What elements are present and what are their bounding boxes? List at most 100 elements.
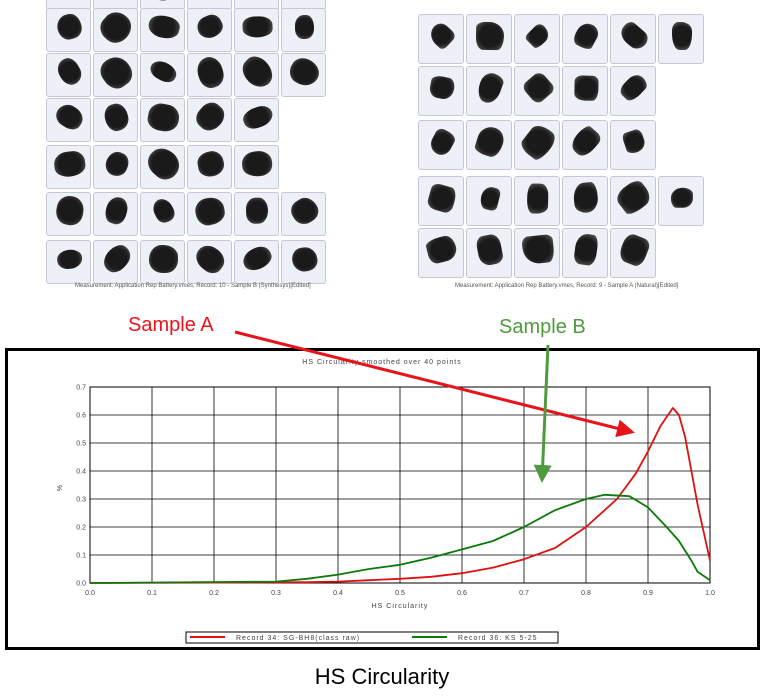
particle-thumbnail [514, 176, 560, 226]
particle-thumbnail [187, 8, 232, 52]
x-axis-label: HS Circularity [372, 603, 429, 610]
particle-thumbnail [514, 14, 560, 64]
series-line-record-34 [89, 407, 711, 584]
x-tick-label: 0.7 [519, 590, 529, 597]
particle-thumbnail [281, 192, 326, 236]
particle-thumbnail [562, 228, 608, 278]
x-tick-label: 0.5 [395, 590, 405, 597]
x-tick-label: 0.2 [209, 590, 219, 597]
particle-thumbnail [658, 14, 704, 64]
y-tick-label: 0.0 [76, 581, 86, 588]
y-tick-label: 0.1 [76, 553, 86, 560]
y-axis-label: % [57, 485, 64, 491]
particle-thumbnail [46, 192, 91, 236]
particle-thumbnail [610, 120, 656, 170]
particle-thumbnail [418, 120, 464, 170]
particle-thumbnail [140, 192, 185, 236]
chart-grid [89, 386, 711, 584]
x-tick-label: 0.9 [643, 590, 653, 597]
chart-frame [5, 348, 760, 650]
particle-thumbnail [46, 240, 91, 284]
particle-thumbnail [418, 14, 464, 64]
tick-labels: 0.0 0.1 0.2 0.3 0.4 0.5 0.6 0.7 0.8 0.9 1.0 0.0 0.1 0… [76, 385, 715, 598]
sample-b-arrow [533, 344, 552, 483]
x-tick-label: 1.0 [705, 590, 715, 597]
particle-thumbnail [187, 97, 232, 142]
particle-thumbnail [187, 145, 232, 189]
y-tick-label: 0.4 [76, 469, 86, 476]
particle-thumbnail [234, 145, 279, 189]
particle-thumbnail [140, 240, 185, 284]
legend: Record 34: SG-BH8(class raw) Record 36: … [185, 631, 559, 644]
particle-thumbnail [46, 145, 91, 189]
y-tick-label: 0.6 [76, 413, 86, 420]
particle-thumbnail [140, 53, 185, 97]
x-tick-label: 0.8 [581, 590, 591, 597]
particle-thumbnail [140, 8, 185, 52]
particle-thumbnail [658, 176, 704, 226]
particle-thumbnail [562, 176, 608, 226]
particle-image [295, 15, 314, 39]
particle-thumbnail [46, 53, 91, 97]
particle-thumbnail [46, 98, 91, 142]
particle-thumbnail [93, 192, 138, 236]
particle-thumbnail [466, 66, 512, 116]
particle-thumbnail [466, 14, 512, 64]
right-grid-caption: Measurement: Application Rep Battery.vme… [455, 283, 679, 289]
particle-thumbnail [46, 8, 91, 52]
x-tick-label: 0.4 [333, 590, 343, 597]
particle-thumbnail [514, 120, 560, 170]
sample-a-arrow [234, 330, 635, 438]
particle-thumbnail [281, 240, 326, 284]
series-lines [89, 407, 711, 584]
particle-thumbnail [234, 8, 279, 52]
particle-thumbnail [610, 14, 656, 64]
particle-thumbnail [514, 66, 560, 116]
particle-thumbnail [610, 66, 656, 116]
legend-label-record-36: Record 36: KS 5-25 [458, 635, 537, 642]
particle-thumbnail [281, 8, 326, 52]
particle-thumbnail [418, 228, 464, 278]
bottom-caption: HS Circularity [314, 664, 450, 689]
y-tick-label: 0.2 [76, 525, 86, 532]
particle-thumbnail [187, 192, 232, 236]
y-tick-label: 0.3 [76, 497, 86, 504]
particle-thumbnail [234, 240, 279, 284]
particle-thumbnail [93, 98, 138, 142]
particle-image [671, 21, 693, 51]
particle-thumbnail [466, 176, 512, 226]
particle-thumbnail [418, 176, 464, 226]
x-tick-label: 0.6 [457, 590, 467, 597]
chart-title: HS Circularity smoothed over 40 points [302, 359, 461, 366]
particle-thumbnail [610, 228, 656, 278]
particle-thumbnail [187, 240, 232, 284]
y-tick-label: 0.5 [76, 441, 86, 448]
particle-thumbnail [281, 53, 326, 97]
particle-thumbnail [140, 143, 185, 189]
particle-thumbnail [466, 120, 512, 170]
particle-thumbnail [140, 98, 185, 142]
x-tick-label: 0.1 [147, 590, 157, 597]
particle-thumbnail [562, 66, 608, 116]
particle-thumbnail [418, 66, 464, 116]
legend-box [185, 631, 559, 644]
left-grid-caption: Measurement: Application Rep Battery.vme… [75, 283, 311, 289]
particle-thumbnail [93, 240, 138, 284]
particle-thumbnail [234, 192, 279, 236]
y-tick-label: 0.7 [76, 385, 86, 392]
particle-thumbnail [93, 51, 138, 97]
legend-label-record-34: Record 34: SG-BH8(class raw) [236, 635, 360, 642]
particle-thumbnail [562, 14, 608, 64]
series-line-record-36 [89, 493, 711, 584]
x-tick-label: 0.3 [271, 590, 281, 597]
particle-thumbnail [514, 228, 560, 278]
particle-thumbnail [234, 98, 279, 142]
particle-thumbnail [93, 145, 138, 189]
particle-thumbnail [234, 51, 279, 97]
particle-thumbnail [610, 176, 656, 226]
particle-thumbnail [187, 53, 232, 97]
x-tick-label: 0.0 [85, 590, 95, 597]
sample-b-label: Sample B [499, 316, 586, 338]
